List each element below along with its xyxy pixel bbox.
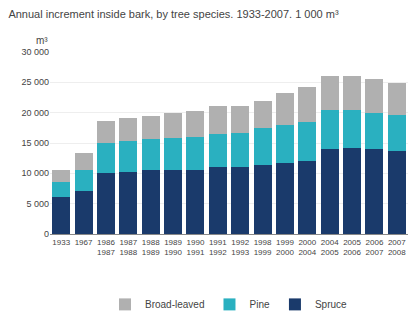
svg-text:19881989: 19881989 [142,238,160,257]
svg-text:Broad-leaved: Broad-leaved [145,299,204,310]
svg-text:Annual increment inside bark,: Annual increment inside bark, by tree sp… [8,8,339,20]
svg-text:19901991: 19901991 [187,238,205,257]
svg-text:19921993: 19921993 [231,238,249,257]
svg-text:19891990: 19891990 [164,238,182,257]
svg-text:Pine: Pine [249,299,269,310]
svg-text:19992000: 19992000 [276,238,294,257]
svg-text:19981999: 19981999 [254,238,272,257]
svg-text:25 000: 25 000 [21,77,49,87]
svg-text:20 000: 20 000 [21,108,49,118]
svg-text:1967: 1967 [75,238,93,247]
svg-text:5 000: 5 000 [26,199,49,209]
svg-text:m³: m³ [36,35,48,46]
svg-text:20052006: 20052006 [343,238,361,257]
svg-text:20072008: 20072008 [388,238,406,257]
svg-text:Spruce: Spruce [315,299,347,310]
svg-text:0: 0 [44,229,49,239]
svg-text:19861987: 19861987 [97,238,115,257]
svg-text:30 000: 30 000 [21,47,49,57]
svg-text:19911992: 19911992 [209,238,227,257]
svg-text:20042005: 20042005 [321,238,339,257]
svg-text:20002004: 20002004 [298,238,316,257]
svg-text:10 000: 10 000 [21,168,49,178]
svg-text:20062007: 20062007 [366,238,384,257]
svg-text:1933: 1933 [52,238,70,247]
svg-text:19871988: 19871988 [119,238,137,257]
svg-text:15 000: 15 000 [21,138,49,148]
